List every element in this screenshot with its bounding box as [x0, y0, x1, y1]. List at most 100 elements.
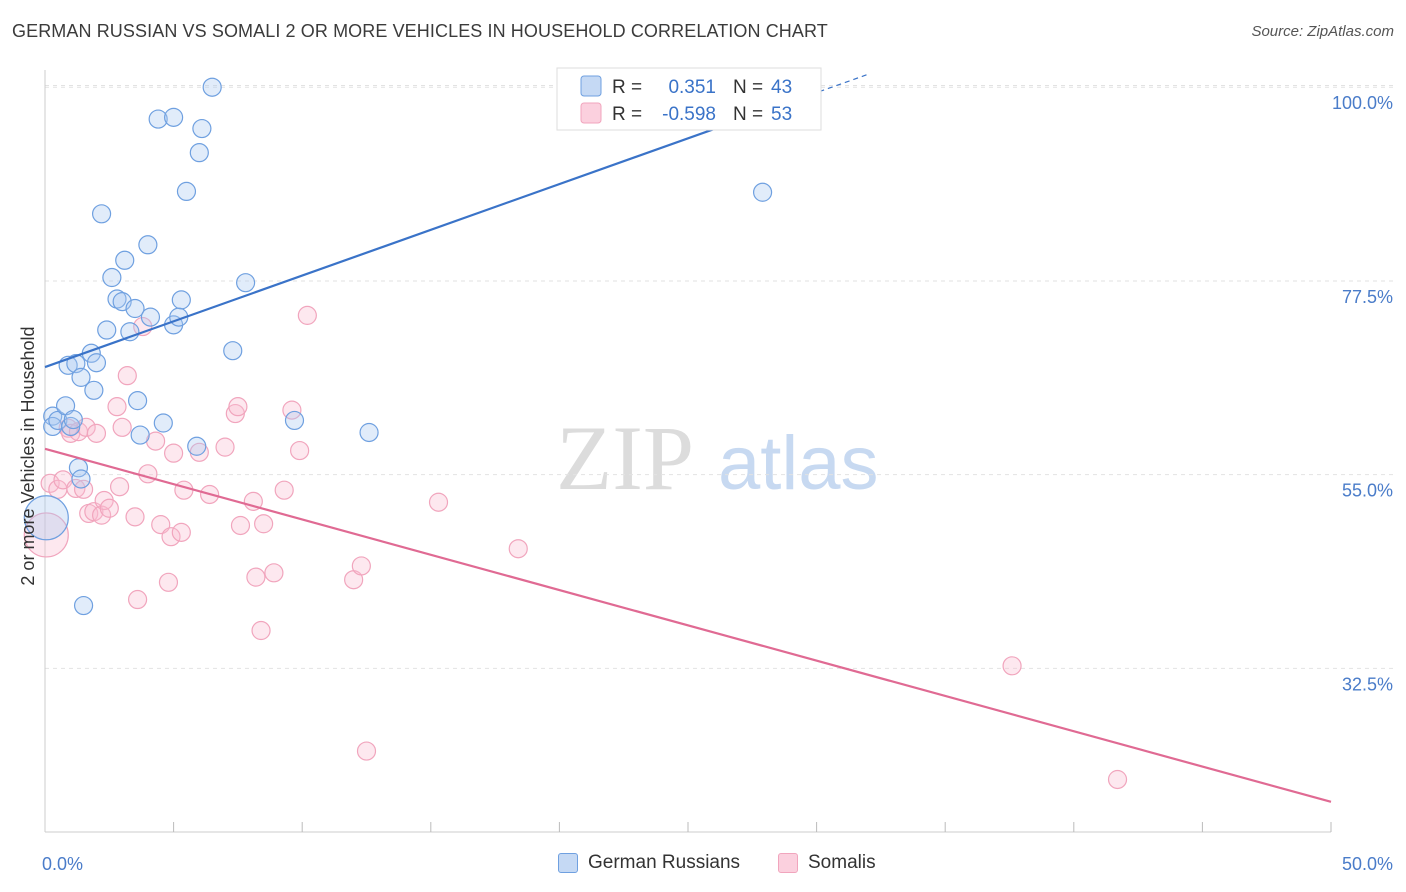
data-point: [86, 353, 107, 373]
data-point: [164, 107, 184, 127]
data-point: [284, 410, 305, 431]
data-point: [174, 480, 194, 500]
data-point: [91, 204, 112, 224]
data-point: [202, 77, 222, 97]
y-axis-title: 2 or more Vehicles in Household: [18, 326, 38, 585]
series-somalis-points: [23, 305, 1128, 790]
legend-swatch-somalis: [580, 102, 602, 124]
data-point: [127, 391, 148, 411]
source-credit: Source: ZipAtlas.com: [1251, 23, 1394, 40]
data-point: [359, 422, 379, 443]
data-point: [102, 267, 122, 288]
data-point: [97, 320, 117, 340]
data-point: [125, 298, 145, 319]
watermark-atlas: atlas: [718, 421, 879, 506]
data-point: [187, 436, 207, 456]
data-point: [130, 425, 150, 445]
data-point: [192, 118, 212, 139]
data-point: [91, 505, 112, 525]
data-point: [66, 478, 86, 499]
data-point: [274, 480, 294, 500]
legend-swatch-german-russians: [580, 75, 602, 97]
data-point: [251, 620, 271, 641]
data-point: [109, 477, 130, 497]
data-point: [215, 437, 235, 457]
trend-line-german-russians: [44, 111, 761, 369]
y-tick-label: 55.0%: [1342, 481, 1393, 501]
legend-label-somalis: Somalis: [808, 852, 876, 873]
legend-n-value-1: 43: [771, 77, 792, 98]
data-point: [297, 305, 317, 325]
data-point: [63, 409, 83, 430]
series-legend: German Russians Somalis: [0, 852, 1406, 878]
y-tick-label: 77.5%: [1342, 287, 1393, 307]
data-point: [508, 539, 528, 559]
legend-n-value-2: 53: [771, 104, 792, 125]
data-point: [171, 290, 191, 310]
x-ticks: [173, 822, 1332, 832]
y-tick-labels: 32.5% 55.0% 77.5% 100.0%: [1332, 93, 1393, 694]
data-point: [138, 235, 158, 255]
legend-n-label-1: N =: [733, 77, 763, 98]
legend-swatch-german-russians-bottom: [558, 853, 578, 873]
data-point: [138, 464, 158, 484]
data-point: [1107, 769, 1128, 790]
data-point: [351, 556, 371, 576]
data-point: [99, 498, 119, 518]
legend-r-label-1: R =: [612, 77, 642, 98]
data-point: [290, 440, 310, 461]
x-tick-label-max: 50.0%: [1342, 854, 1393, 874]
legend-item-german-russians: German Russians: [558, 852, 740, 874]
data-point: [23, 495, 69, 541]
data-point: [86, 423, 107, 443]
data-point: [117, 366, 137, 386]
data-point: [428, 492, 449, 512]
legend-r-label-2: R =: [612, 104, 642, 125]
data-point: [115, 250, 135, 270]
data-point: [84, 380, 104, 400]
legend-swatch-somalis-bottom: [778, 853, 798, 873]
y-tick-label: 100.0%: [1332, 93, 1393, 113]
data-point: [1002, 656, 1022, 676]
data-point: [264, 563, 284, 583]
data-point: [153, 413, 173, 433]
data-point: [71, 367, 91, 387]
chart-title: GERMAN RUSSIAN VS SOMALI 2 OR MORE VEHIC…: [12, 21, 828, 41]
data-point: [230, 515, 251, 536]
data-point: [23, 512, 69, 558]
data-point: [176, 181, 197, 202]
data-point: [246, 567, 266, 587]
data-point: [107, 289, 127, 309]
data-point: [125, 507, 145, 527]
data-point: [356, 741, 377, 761]
y-tick-label: 32.5%: [1342, 674, 1393, 694]
data-point: [148, 109, 168, 129]
data-point: [228, 397, 248, 417]
data-point: [107, 397, 127, 417]
legend-item-somalis: Somalis: [778, 852, 876, 874]
data-point: [236, 273, 256, 293]
data-point: [752, 182, 773, 202]
data-point: [223, 341, 243, 361]
data-point: [171, 522, 191, 542]
data-point: [254, 514, 274, 534]
stats-legend: R = 0.351 N = 43 R = -0.598 N = 53: [556, 67, 822, 131]
data-point: [140, 307, 161, 327]
data-point: [161, 527, 181, 547]
legend-r-value-2: -0.598: [662, 104, 716, 125]
data-point: [127, 589, 148, 610]
watermark-zip: ZIP: [556, 407, 694, 509]
series-german-russians-points: [23, 77, 773, 616]
legend-r-value-1: 0.351: [668, 77, 716, 98]
data-point: [158, 572, 179, 592]
data-point: [189, 143, 209, 163]
data-point: [73, 595, 94, 616]
data-point: [71, 469, 91, 489]
data-point: [164, 443, 184, 463]
x-tick-label-min: 0.0%: [42, 854, 83, 874]
trend-line-somalis: [44, 447, 1332, 803]
data-point: [112, 417, 132, 437]
legend-label-german-russians: German Russians: [588, 852, 741, 873]
legend-n-label-2: N =: [733, 104, 763, 125]
